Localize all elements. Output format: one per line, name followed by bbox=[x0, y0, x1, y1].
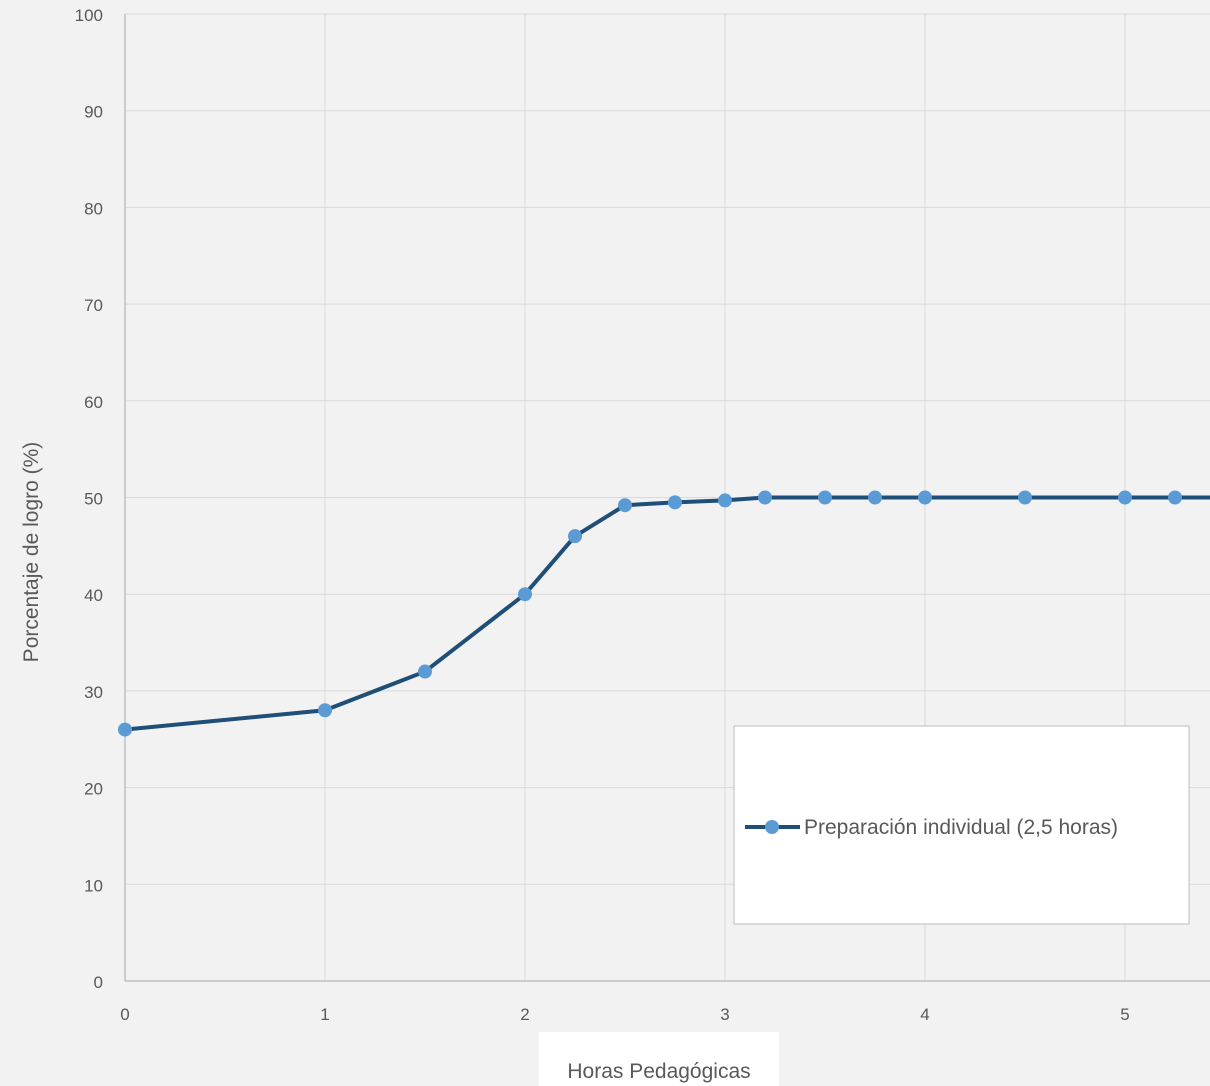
legend-marker-swatch bbox=[765, 820, 779, 834]
y-tick-label: 50 bbox=[84, 490, 103, 509]
data-point bbox=[758, 490, 772, 505]
data-point bbox=[918, 490, 932, 505]
legend-entry-label: Preparación individual (2,5 horas) bbox=[804, 816, 1118, 839]
y-tick-label: 60 bbox=[84, 393, 103, 412]
y-tick-label: 90 bbox=[84, 103, 103, 122]
y-tick-label: 30 bbox=[84, 683, 103, 702]
data-point bbox=[668, 495, 682, 510]
y-tick-label: 80 bbox=[84, 199, 103, 218]
y-tick-label: 20 bbox=[84, 780, 103, 799]
y-tick-label: 40 bbox=[84, 586, 103, 605]
data-point bbox=[818, 490, 832, 505]
data-point bbox=[868, 490, 882, 505]
data-point bbox=[718, 493, 732, 508]
x-axis-label-box bbox=[539, 1032, 779, 1086]
y-tick-label: 0 bbox=[94, 973, 103, 992]
y-tick-label: 10 bbox=[84, 876, 103, 895]
series-line bbox=[124, 495, 1210, 732]
data-point bbox=[1018, 490, 1032, 505]
data-point bbox=[318, 703, 332, 718]
x-tick-label: 1 bbox=[320, 1005, 329, 1024]
x-tick-label: 4 bbox=[920, 1005, 929, 1024]
tick-labels: 0 10 20 30 40 50 60 70 80 90 100 0 1 2 3 4 5 bbox=[75, 6, 1130, 1024]
series-layer bbox=[118, 490, 1210, 737]
x-tick-label: 0 bbox=[120, 1005, 129, 1024]
data-point bbox=[568, 529, 582, 544]
data-point bbox=[1168, 490, 1182, 505]
y-axis-label: Porcentaje de logro (%) bbox=[20, 442, 43, 663]
x-axis-label: Horas Pedagógicas bbox=[567, 1060, 750, 1083]
data-point bbox=[118, 722, 132, 737]
data-point bbox=[618, 498, 632, 513]
axes bbox=[124, 14, 1210, 982]
legend: Preparación individual (2,5 horas) bbox=[733, 725, 1190, 925]
legend-box bbox=[733, 725, 1190, 925]
x-tick-label: 5 bbox=[1120, 1005, 1129, 1024]
x-tick-label: 3 bbox=[720, 1005, 729, 1024]
y-tick-label: 100 bbox=[75, 6, 103, 25]
x-tick-label: 2 bbox=[520, 1005, 529, 1024]
y-tick-label: 70 bbox=[84, 296, 103, 315]
data-point bbox=[1118, 490, 1132, 505]
data-point bbox=[518, 587, 532, 602]
data-point bbox=[418, 664, 432, 679]
